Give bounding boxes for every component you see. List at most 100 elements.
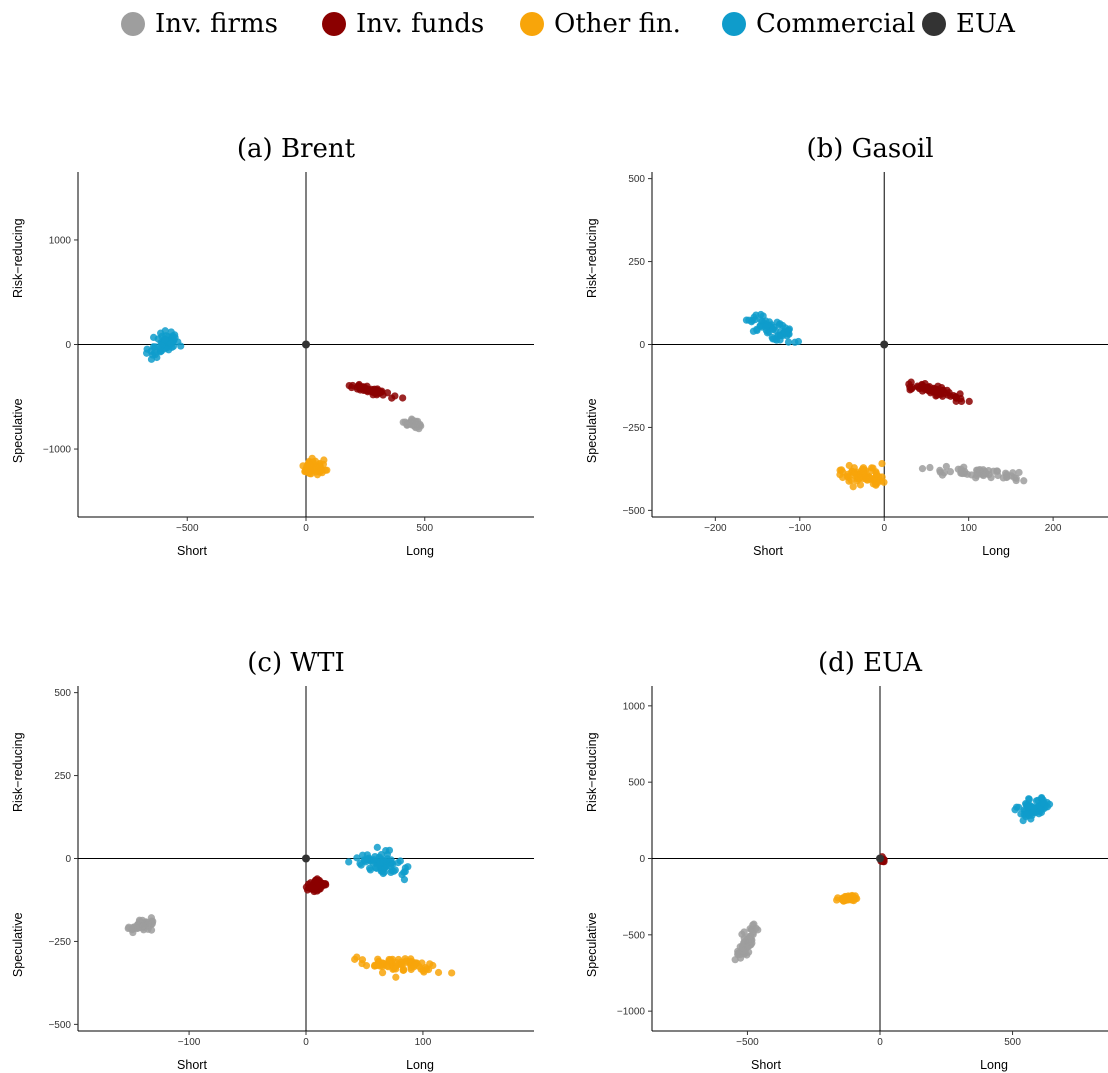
data-point xyxy=(926,463,934,472)
y-tick-label: −250 xyxy=(622,423,645,434)
data-point xyxy=(306,461,314,469)
data-point xyxy=(905,380,913,388)
data-point xyxy=(139,922,147,930)
data-point xyxy=(1022,810,1030,818)
data-point xyxy=(738,944,746,952)
x-tick-label: 0 xyxy=(303,523,309,534)
data-point xyxy=(918,380,926,389)
data-point xyxy=(383,962,391,970)
data-point xyxy=(398,960,406,968)
x-tick-label: 500 xyxy=(1004,1037,1021,1048)
data-point xyxy=(434,968,443,977)
data-point xyxy=(376,858,384,866)
y-tick-label: −250 xyxy=(48,937,71,948)
y-axis-label-speculative: Speculative xyxy=(585,912,599,977)
y-tick-label: −1000 xyxy=(617,1007,646,1018)
data-point xyxy=(365,386,373,394)
data-point xyxy=(151,350,159,359)
series-inv-firms xyxy=(399,415,425,433)
panel-title: (c) WTI xyxy=(247,648,344,678)
y-tick-label: 500 xyxy=(628,174,645,185)
series-commercial xyxy=(143,327,185,363)
legend-dot-icon xyxy=(121,12,145,36)
data-point xyxy=(308,884,317,892)
data-point xyxy=(138,916,146,924)
data-point xyxy=(321,880,330,888)
data-point xyxy=(313,471,322,479)
x-axis-label-short: Short xyxy=(753,544,783,558)
data-point xyxy=(965,397,973,405)
data-point xyxy=(357,383,365,391)
data-point xyxy=(359,851,367,859)
x-tick-label: 100 xyxy=(960,523,977,534)
y-axis-label-risk-reducing: Risk−reducing xyxy=(11,732,25,812)
data-point xyxy=(149,343,158,351)
data-point xyxy=(1015,468,1023,477)
series-inv-funds xyxy=(905,378,973,406)
x-tick-label: 0 xyxy=(303,1037,309,1048)
legend-dot-icon xyxy=(922,12,946,36)
data-point xyxy=(358,959,366,968)
data-point xyxy=(157,347,166,355)
data-point xyxy=(404,863,412,871)
series-other-fin xyxy=(299,454,331,479)
data-point xyxy=(918,387,927,395)
series-commercial xyxy=(345,843,412,884)
data-point xyxy=(407,955,415,963)
data-point xyxy=(353,854,361,862)
chart-panel-2: (b) Gasoil −200 −100 0 100 200 −500 −250 0 250 500… xyxy=(585,134,1108,558)
data-point xyxy=(756,322,764,330)
series-other-fin xyxy=(351,953,456,981)
legend-dot-icon xyxy=(722,12,746,36)
data-point xyxy=(1036,807,1044,815)
data-point xyxy=(400,966,408,974)
data-point xyxy=(769,325,777,333)
data-point xyxy=(361,857,369,865)
data-point xyxy=(736,954,745,962)
data-point xyxy=(392,973,400,981)
data-point xyxy=(171,334,179,342)
legend-label: Commercial xyxy=(756,9,916,39)
x-tick-label: 500 xyxy=(416,523,433,534)
data-point xyxy=(745,935,753,943)
data-point xyxy=(131,923,139,931)
data-point xyxy=(379,869,387,878)
chart-panel-4: (d) EUA −500 0 500 −1000 −500 0 500 1000 Short Lon… xyxy=(585,648,1108,1072)
series-inv-funds xyxy=(345,380,407,402)
x-tick-label: 0 xyxy=(881,523,887,534)
data-point xyxy=(867,467,875,475)
y-axis-label-risk-reducing: Risk−reducing xyxy=(585,732,599,812)
y-tick-label: 1000 xyxy=(49,235,72,246)
y-tick-label: 0 xyxy=(65,854,71,865)
data-point xyxy=(784,338,793,346)
series-inv-firms xyxy=(918,462,1028,485)
legend-label: Inv. funds xyxy=(356,9,485,39)
legend-item-commercial: Commercial xyxy=(722,8,915,40)
y-tick-label: 250 xyxy=(54,771,71,782)
data-point xyxy=(768,333,776,342)
y-tick-label: −500 xyxy=(48,1020,71,1031)
data-point xyxy=(775,321,783,329)
data-point xyxy=(302,340,310,349)
data-point xyxy=(1024,803,1032,811)
x-tick-label: −100 xyxy=(789,523,812,534)
data-point xyxy=(849,483,857,491)
y-tick-label: −500 xyxy=(622,506,645,517)
data-point xyxy=(392,958,400,967)
data-point xyxy=(161,327,169,335)
series-other-fin xyxy=(833,891,861,905)
panel-title: (d) EUA xyxy=(818,648,923,678)
y-tick-label: 0 xyxy=(639,340,645,351)
series-inv-firms xyxy=(731,920,762,964)
data-point xyxy=(1043,803,1051,811)
y-axis-label-speculative: Speculative xyxy=(585,398,599,463)
data-point xyxy=(390,867,398,875)
y-axis-label-speculative: Speculative xyxy=(11,912,25,977)
data-point xyxy=(396,857,404,865)
data-point xyxy=(1025,795,1033,804)
data-point xyxy=(975,468,984,476)
y-tick-label: −500 xyxy=(622,930,645,941)
data-point xyxy=(374,955,382,963)
data-point xyxy=(936,466,944,474)
data-point xyxy=(967,471,976,479)
